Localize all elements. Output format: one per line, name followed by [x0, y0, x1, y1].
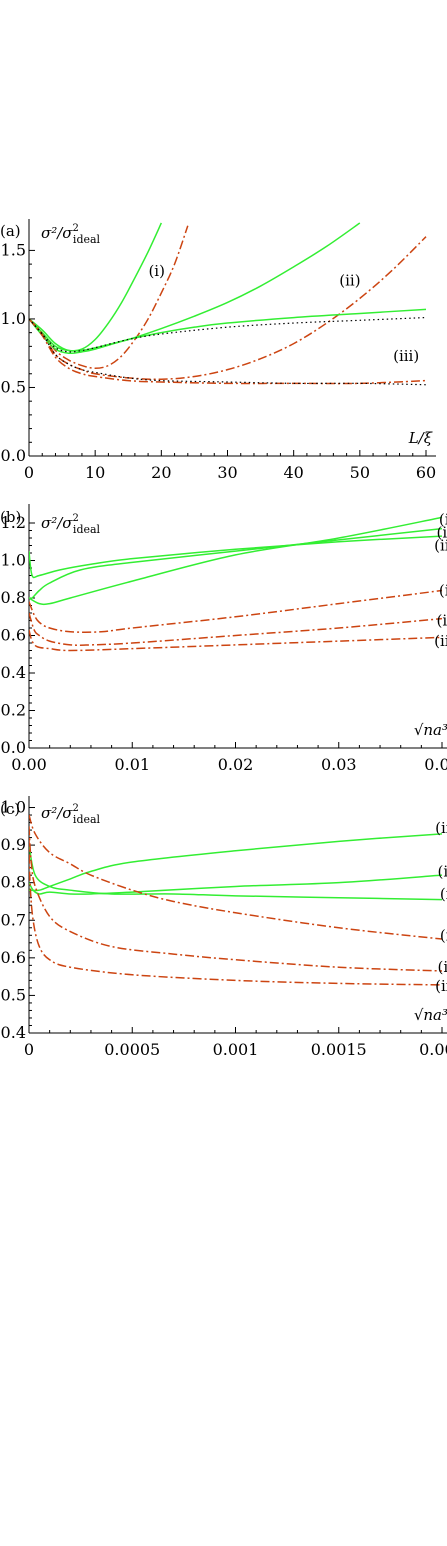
y-tick-label: 0.8 — [1, 873, 26, 892]
curve-annotation: (iii) — [434, 537, 447, 555]
x-tick-label: 0 — [24, 463, 34, 482]
curve-annotation: (iii) — [435, 819, 447, 837]
series-line-dotted-7 — [29, 318, 427, 386]
series-line-dotted-6 — [29, 316, 427, 353]
panel-label: (a) — [0, 222, 21, 240]
y-tick-label: 0.6 — [1, 626, 26, 645]
y-tick-label: 0.8 — [1, 588, 26, 607]
x-tick-label: 40 — [283, 463, 303, 482]
curve-annotation: (i) — [439, 510, 447, 528]
curve-annotation: (i) — [440, 885, 447, 903]
x-tick-label: 0.00 — [11, 755, 47, 774]
curve-annotation: (iii) — [393, 347, 419, 365]
curve-annotation: (i) — [439, 582, 447, 600]
x-tick-label: 0.002 — [419, 1040, 447, 1059]
series-line-green-1 — [29, 874, 443, 895]
series-line-green-1 — [29, 527, 443, 600]
x-tick-label: 60 — [416, 463, 436, 482]
x-tick-label: 50 — [350, 463, 370, 482]
curve-annotation: (iii) — [435, 977, 447, 995]
chart-panel-1: (b) 0.00 0.01 0.02 0.03 0.04 0.0 0.2 0.4 0.6 0.8 1.… — [0, 504, 447, 774]
x-tick-label: 20 — [151, 463, 171, 482]
x-axis-label: L/ξ — [408, 429, 433, 447]
y-tick-label: 0.5 — [1, 985, 26, 1004]
series-line-green-0 — [29, 222, 163, 352]
x-axis-label: √na³ — [414, 1006, 447, 1024]
series-line-orange-4 — [29, 826, 443, 972]
y-tick-label: 0.4 — [1, 663, 26, 682]
x-tick-label: 0.0005 — [104, 1040, 160, 1059]
x-tick-label: 0.0015 — [311, 1040, 367, 1059]
y-tick-label: 0.2 — [1, 701, 26, 720]
y-axis-label: σ²/σ2 ideal — [41, 513, 101, 536]
series-line-orange-3 — [29, 589, 443, 633]
series-line-orange-4 — [29, 612, 443, 646]
series-line-orange-3 — [29, 814, 443, 940]
curve-annotation: (ii) — [339, 272, 360, 290]
y-tick-label: 1.0 — [1, 798, 26, 817]
y-tick-label: 0.0 — [1, 446, 26, 465]
y-axis-label: σ²/σ2 ideal — [41, 223, 101, 246]
y-tick-label: 0.0 — [1, 738, 26, 757]
series-line-orange-5 — [29, 837, 443, 986]
x-tick-label: 0 — [24, 1040, 34, 1059]
x-axis-label: √na³ — [414, 721, 447, 739]
curve-annotation: (i) — [440, 926, 447, 944]
y-tick-label: 1.0 — [1, 551, 26, 570]
curve-annotation: (i) — [148, 262, 165, 280]
y-tick-label: 0.5 — [1, 377, 26, 396]
series-line-orange-3 — [29, 236, 427, 381]
panel-label: (b) — [0, 508, 21, 526]
series-line-green-2 — [29, 535, 443, 579]
y-tick-label: 0.7 — [1, 910, 26, 929]
curve-annotation: (ii) — [438, 862, 447, 880]
y-axis-label: σ²/σ2 ideal — [41, 803, 101, 826]
curve-annotation: (ii) — [437, 523, 447, 541]
curve-annotation: (ii) — [438, 958, 447, 976]
curve-annotation: (iii) — [434, 632, 447, 650]
x-tick-label: 30 — [217, 463, 237, 482]
y-tick-label: 0.4 — [1, 1023, 26, 1042]
x-tick-label: 10 — [85, 463, 105, 482]
y-tick-label: 1.5 — [1, 240, 26, 259]
series-line-orange-5 — [29, 318, 427, 385]
x-tick-label: 0.02 — [218, 755, 254, 774]
y-tick-label: 1.2 — [1, 513, 26, 532]
chart-panel-0: (a) 0 10 20 30 40 50 60 0.0 0.5 1.0 1.5 σ²/σ2 ideal L/… — [0, 219, 436, 482]
curve-annotation: (ii) — [437, 612, 447, 630]
series-line-green-2 — [29, 222, 361, 352]
y-tick-label: 1.0 — [1, 309, 26, 328]
panel-label: (c) — [0, 800, 20, 818]
series-line-green-0 — [29, 844, 443, 901]
series-line-orange-5 — [29, 629, 443, 652]
x-tick-label: 0.01 — [114, 755, 150, 774]
series-line-orange-1 — [29, 225, 189, 370]
x-tick-label: 0.04 — [424, 755, 447, 774]
series-line-green-0 — [29, 516, 443, 606]
series-line-green-2 — [29, 833, 443, 892]
x-tick-label: 0.03 — [321, 755, 357, 774]
chart-panel-2: (c) 0 0.0005 0.001 0.0015 0.002 0.4 0.5 0.6 0.7 0.… — [0, 796, 447, 1059]
x-tick-label: 0.001 — [213, 1040, 259, 1059]
y-tick-label: 0.9 — [1, 835, 26, 854]
series-line-green-4 — [29, 308, 427, 355]
y-tick-label: 0.6 — [1, 948, 26, 967]
